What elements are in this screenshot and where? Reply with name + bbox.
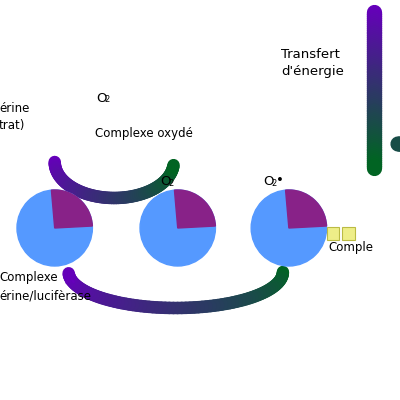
Text: Complexe oxydé: Complexe oxydé: [95, 128, 193, 140]
Text: Transfert: Transfert: [281, 48, 340, 60]
Wedge shape: [174, 190, 215, 228]
Text: •: •: [276, 174, 284, 187]
Text: Complexe: Complexe: [0, 272, 58, 284]
Text: 2: 2: [272, 179, 277, 188]
Bar: [326, 227, 339, 240]
Text: trat): trat): [0, 120, 26, 132]
Text: érine/lucifèrase: érine/lucifèrase: [0, 290, 91, 302]
Circle shape: [17, 190, 92, 266]
Wedge shape: [286, 190, 326, 228]
Text: érine: érine: [0, 102, 30, 114]
Text: O: O: [160, 176, 170, 188]
Circle shape: [251, 190, 326, 266]
Text: Comple: Comple: [328, 242, 374, 254]
Text: O: O: [96, 92, 107, 104]
Wedge shape: [52, 190, 92, 228]
Circle shape: [140, 190, 216, 266]
Text: d'énergie: d'énergie: [281, 66, 344, 78]
Text: 2: 2: [168, 179, 174, 188]
Text: O: O: [263, 176, 274, 188]
Bar: [342, 227, 355, 240]
Text: 2: 2: [105, 95, 110, 104]
